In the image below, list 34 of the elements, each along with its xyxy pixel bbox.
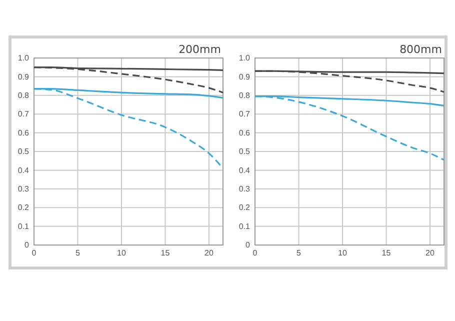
y-tick-label: 0.4 <box>18 166 30 175</box>
y-tick-label: 1.0 <box>238 54 251 63</box>
y-tick-label: 0.3 <box>238 184 251 194</box>
x-tick-label: 10 <box>117 248 126 258</box>
x-tick-label: 15 <box>382 248 392 258</box>
chart-title: 200mm <box>178 43 221 56</box>
x-tick-label: 5 <box>76 248 81 258</box>
y-tick-label: 0.1 <box>238 222 251 231</box>
y-tick-label: 0.6 <box>238 128 251 138</box>
y-tick-label: 0.2 <box>238 203 251 212</box>
y-tick-label: 0.9 <box>238 72 251 82</box>
y-tick-label: 0.8 <box>238 90 251 100</box>
y-tick-label: 0.7 <box>238 110 251 119</box>
y-tick-label: 0 <box>24 240 30 250</box>
chart-title: 800mm <box>400 43 442 56</box>
y-tick-label: 1.0 <box>18 54 30 63</box>
y-tick-label: 0.2 <box>18 203 30 212</box>
x-tick-label: 20 <box>426 248 435 258</box>
y-tick-label: 0.6 <box>18 128 30 138</box>
x-tick-label: 0 <box>252 248 258 258</box>
y-tick-label: 0.1 <box>18 222 30 231</box>
x-tick-label: 15 <box>160 248 170 258</box>
y-tick-label: 0 <box>246 240 251 250</box>
y-tick-label: 0.5 <box>238 147 251 156</box>
y-tick-label: 0.8 <box>18 90 30 100</box>
y-tick-label: 0.4 <box>238 166 251 175</box>
y-tick-label: 0.5 <box>18 147 30 156</box>
x-tick-label: 5 <box>296 248 302 258</box>
y-tick-label: 0.7 <box>18 110 30 119</box>
x-tick-label: 20 <box>204 248 214 258</box>
x-tick-label: 0 <box>32 248 37 258</box>
x-tick-label: 10 <box>338 248 348 258</box>
y-tick-label: 0.3 <box>18 184 30 194</box>
y-tick-label: 0.9 <box>18 72 30 82</box>
